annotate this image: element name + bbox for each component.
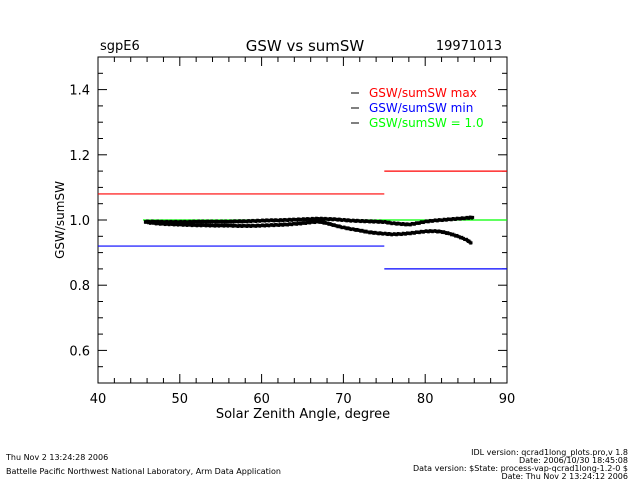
data-point-fill	[385, 220, 389, 224]
data-point-fill	[344, 226, 348, 229]
data-point-fill	[342, 225, 346, 229]
data-point-fill	[444, 231, 447, 234]
data-point-fill	[449, 232, 452, 235]
data-point-fill	[329, 222, 332, 225]
data-point-fill	[362, 229, 366, 233]
data-point-fill	[339, 225, 343, 228]
data-point-fill	[321, 220, 325, 224]
data-point-fill	[389, 221, 393, 224]
data-point-fill	[347, 226, 350, 229]
chart: sgpE6 GSW vs sumSW 19971013 Solar Zenith…	[53, 37, 516, 422]
chart-title: GSW vs sumSW	[246, 37, 365, 55]
data-point-fill	[348, 227, 352, 230]
legend-label: GSW/sumSW max	[369, 86, 477, 100]
y-tick-label: 0.6	[69, 344, 90, 359]
data-point-fill	[451, 232, 455, 236]
footer-data-date: Date: Thu Nov 2 13:24:12 2006	[501, 472, 628, 480]
data-point	[469, 241, 473, 245]
y-tick-label: 1.4	[69, 84, 90, 99]
x-tick-label: 90	[499, 392, 516, 407]
x-tick-label: 50	[172, 392, 189, 407]
data-point-fill	[338, 224, 341, 228]
data-point-fill	[326, 221, 330, 225]
footer-data-version: Data version: $State: process-vap-qcrad1…	[412, 464, 628, 473]
y-tick-label: 1.2	[69, 149, 90, 164]
data-point-fill	[458, 235, 461, 238]
y-tick-label: 0.8	[69, 279, 90, 294]
footer-idl-date: Date: 2006/10/30 18:45:08	[519, 456, 628, 465]
data-point-fill	[360, 228, 364, 232]
data-point-fill	[324, 220, 327, 224]
data-point-fill	[442, 230, 446, 233]
x-tick-label: 80	[417, 392, 434, 407]
data-point-fill	[462, 236, 465, 240]
y-tick-label: 1.0	[69, 214, 90, 229]
data-point-fill	[335, 224, 339, 227]
footer-timestamp: Thu Nov 2 13:24:28 2006	[6, 453, 109, 462]
x-axis-label: Solar Zenith Angle, degree	[216, 407, 390, 422]
x-tick-label: 40	[90, 392, 107, 407]
data-point-fill	[330, 222, 334, 226]
data-point-fill	[460, 235, 464, 239]
footer-idl-version: IDL version: qcrad1long_plots.pro,v 1.8	[471, 448, 628, 457]
data-point-fill	[353, 227, 357, 231]
site-label: sgpE6	[100, 39, 140, 54]
footer-lab: Battelle Pacific Northwest National Labo…	[6, 467, 281, 476]
data-point-fill	[351, 227, 355, 230]
data-point-fill	[356, 227, 359, 231]
x-tick-label: 60	[253, 392, 270, 407]
data-point-fill	[387, 220, 391, 224]
date-label: 19971013	[436, 39, 502, 54]
data-point-fill	[365, 229, 368, 233]
data-point	[471, 215, 475, 219]
x-tick-label: 70	[335, 392, 352, 407]
data-point-fill	[320, 220, 323, 223]
data-point-fill	[446, 231, 450, 234]
legend-label: GSW/sumSW min	[369, 101, 473, 115]
legend-label: GSW/sumSW = 1.0	[369, 116, 484, 130]
data-point-fill	[453, 233, 456, 237]
data-point-fill	[383, 220, 387, 223]
y-axis-label: GSW/sumSW	[53, 181, 67, 259]
